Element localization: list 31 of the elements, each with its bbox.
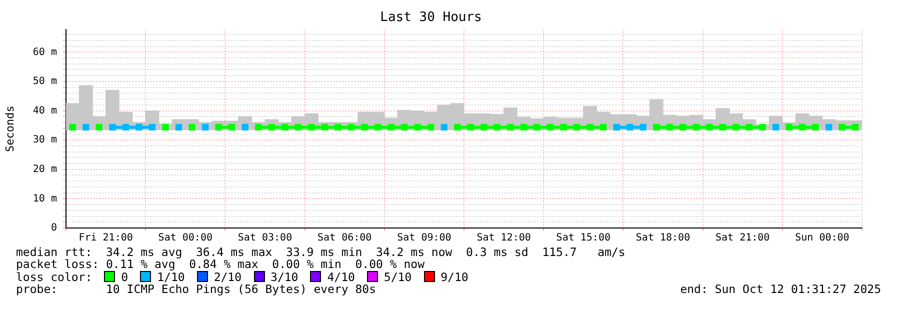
y-tick-label: 10 m	[32, 193, 57, 204]
y-tick-label: 60 m	[32, 46, 57, 58]
legend-label: 4/10	[327, 270, 355, 284]
x-tick-label: Sat 03:00	[238, 232, 292, 244]
x-tick-label: Sat 00:00	[158, 232, 212, 244]
x-tick-label: Sat 18:00	[636, 232, 690, 244]
y-tick-label: 0	[50, 222, 57, 234]
text: packet loss: 0.11 % avg 0.84 % max 0.00 % min 0.00 % now	[16, 257, 424, 272]
y-tick-label: 20 m	[32, 164, 57, 175]
x-tick-label: Sun 00:00	[795, 232, 850, 244]
legend-label: 0	[121, 270, 128, 284]
y-tick-label: 40 m	[32, 105, 57, 116]
legend-label: 5/10	[384, 270, 412, 284]
x-tick-label: Sat 12:00	[476, 232, 531, 244]
legend-label: 2/10	[214, 270, 242, 284]
text: end: Sun Oct 12 01:31:27 2025	[680, 282, 881, 296]
y-tick-label: 30 m	[32, 134, 57, 146]
legend-label: 1/10	[157, 270, 185, 284]
legend-title: loss color:	[16, 270, 92, 284]
y-axis-title: Seconds	[3, 106, 16, 152]
legend-label: 3/10	[270, 270, 298, 284]
x-tick-label: Sat 21:00	[716, 232, 770, 244]
chart-title: Last 30 Hours	[380, 10, 482, 26]
text: probe: 10 ICMP Echo Pings (56 Bytes) every 80s	[16, 282, 376, 296]
x-tick-label: Sat 09:00	[397, 232, 452, 244]
legend-label: 9/10	[440, 270, 468, 284]
x-tick-label: Sat 15:00	[556, 232, 610, 244]
y-tick-label: 50 m	[32, 76, 57, 88]
x-tick-label: Sat 06:00	[318, 232, 372, 244]
text: median rtt: 34.2 ms avg 36.4 ms max 33.9 ms min 34.2 ms now 0.3 ms sd 115.7 am/s	[16, 245, 626, 259]
x-tick-label: Fri 21:00	[78, 232, 133, 244]
